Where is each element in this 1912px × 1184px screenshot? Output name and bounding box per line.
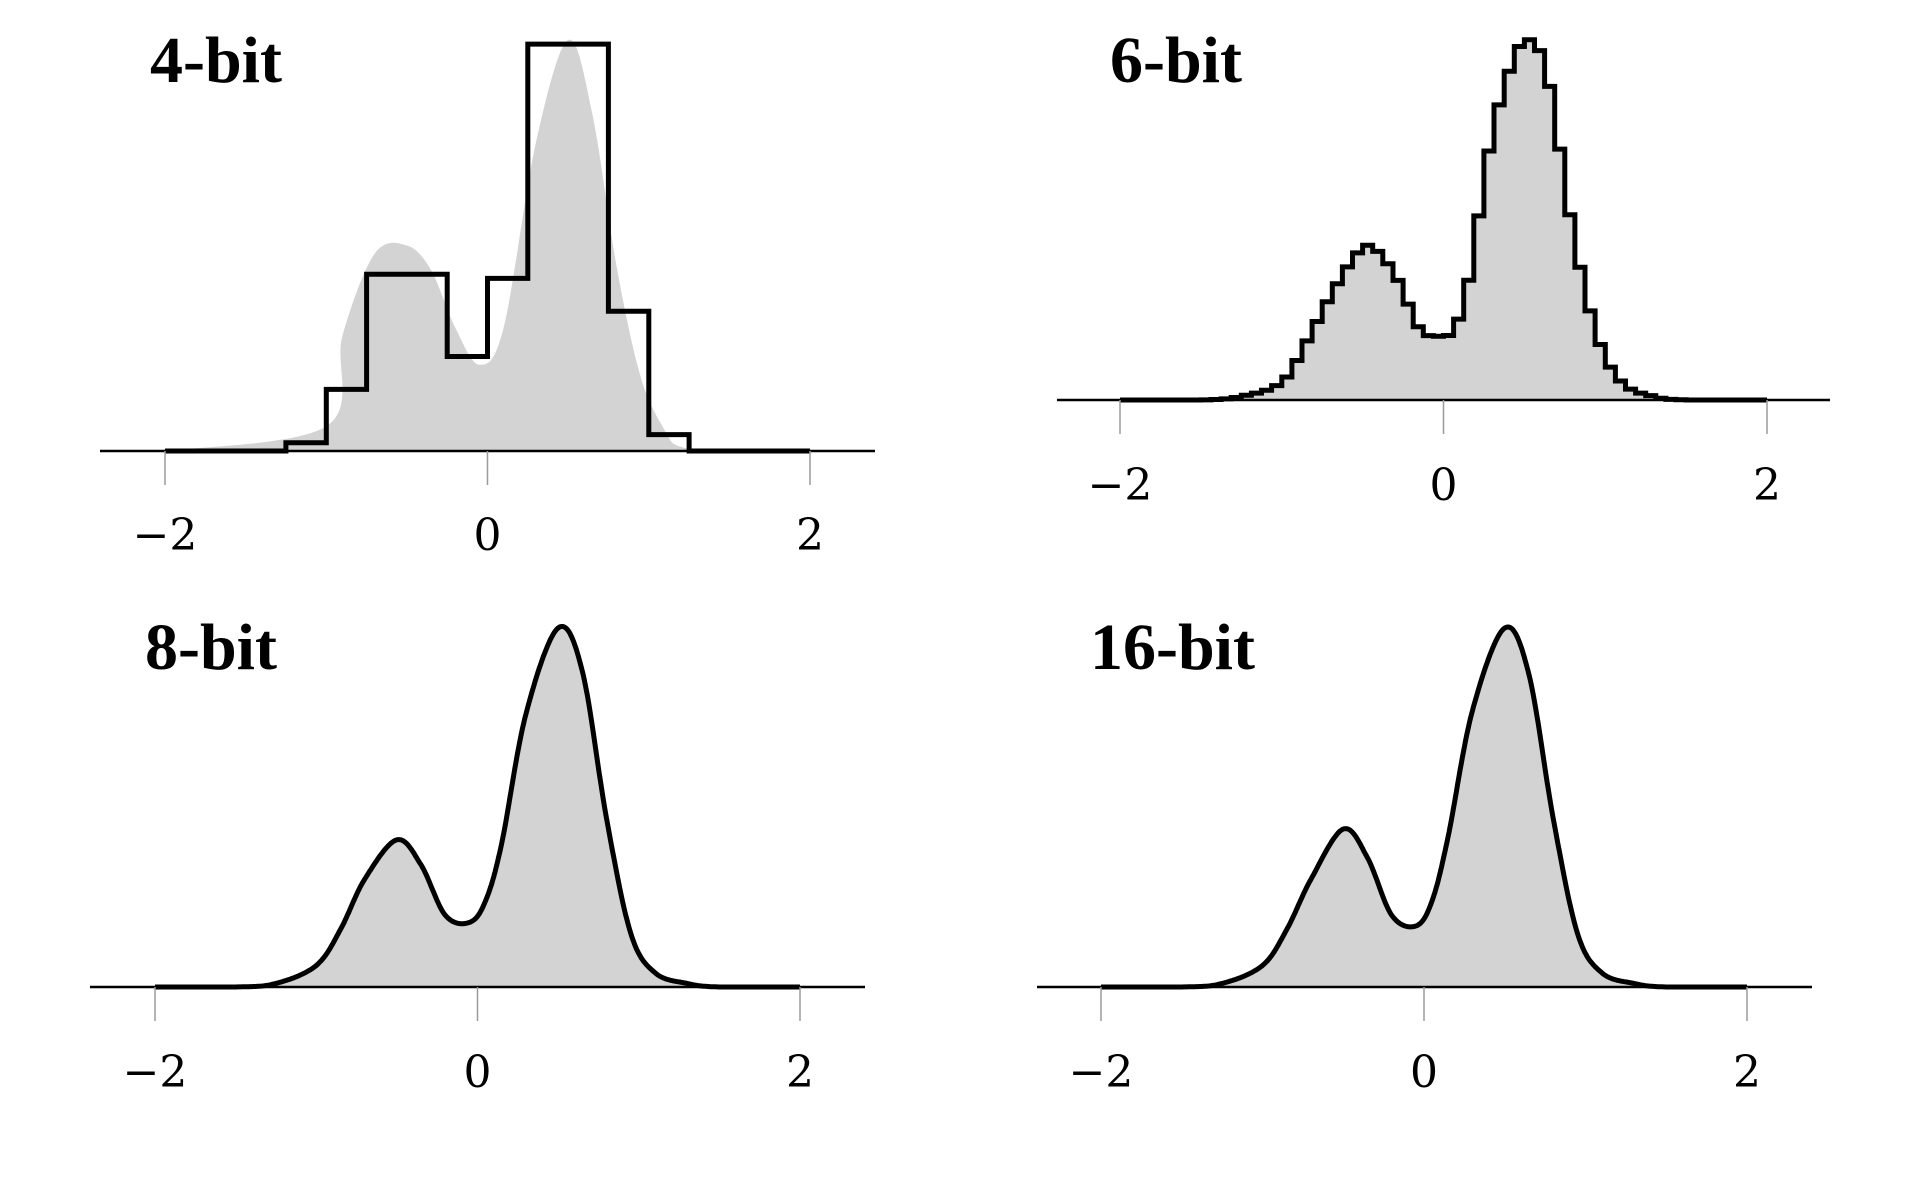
- x-tick-label: −2: [133, 510, 198, 561]
- panel-title: 4-bit: [150, 24, 282, 97]
- histogram-step-line: [165, 41, 810, 454]
- plot-4-bit: −2 0 2: [100, 39, 875, 561]
- density-line: [154, 624, 801, 990]
- panel-title: 8-bit: [145, 611, 277, 684]
- x-tick-label: −2: [1069, 1047, 1134, 1098]
- x-tick-label: 2: [796, 510, 824, 561]
- density-fill: [165, 39, 810, 451]
- plot-6-bit: −2 0 2: [1057, 37, 1830, 511]
- x-tick-label: 2: [1753, 460, 1781, 511]
- plot-16-bit: −2 0 2: [1037, 624, 1812, 1098]
- histogram-step-line: [1120, 37, 1767, 403]
- panel-title: 16-bit: [1090, 611, 1255, 684]
- x-tick-label: 0: [474, 510, 502, 561]
- x-tick-label: 0: [464, 1047, 492, 1098]
- panel-title: 6-bit: [1110, 24, 1242, 97]
- x-tick-label: −2: [123, 1047, 188, 1098]
- density-line: [1100, 624, 1748, 990]
- x-tick-label: −2: [1088, 460, 1153, 511]
- x-tick-label: 2: [1733, 1047, 1761, 1098]
- x-tick-label: 2: [786, 1047, 814, 1098]
- x-tick-label: 0: [1410, 1047, 1438, 1098]
- x-tick-label: 0: [1430, 460, 1458, 511]
- plot-8-bit: −2 0 2: [90, 624, 865, 1098]
